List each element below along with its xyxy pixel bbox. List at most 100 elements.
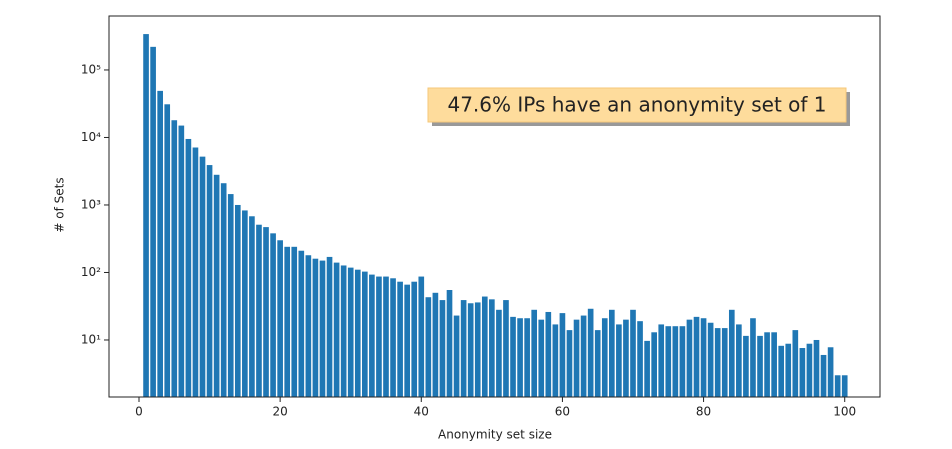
bar (545, 311, 552, 397)
bar (496, 309, 502, 397)
plot-frame (108, 15, 881, 398)
bar (552, 324, 559, 397)
bar (764, 332, 770, 397)
bar (277, 240, 283, 397)
bar (538, 319, 545, 397)
bar (580, 315, 587, 397)
bar (150, 46, 156, 397)
x-tick-label: 80 (696, 405, 711, 419)
bar (291, 246, 298, 397)
bar (446, 290, 453, 397)
bar (524, 318, 530, 397)
y-axis-label: # of Sets (53, 177, 67, 232)
bar (256, 224, 262, 397)
bar (157, 90, 163, 398)
bar (432, 292, 439, 397)
bar (418, 276, 425, 397)
bar (213, 174, 220, 397)
y-tick-label: 10¹ (81, 332, 101, 346)
bar (319, 260, 326, 397)
bar (707, 322, 714, 397)
bar (559, 313, 566, 397)
bar (630, 309, 636, 397)
bar (686, 319, 693, 397)
bar (390, 278, 396, 397)
x-axis-label: Anonymity set size (438, 428, 552, 442)
bar (192, 147, 199, 397)
bar (834, 375, 841, 397)
bar (164, 104, 171, 397)
bar (263, 227, 269, 397)
bar (743, 335, 749, 397)
bar (813, 339, 820, 397)
bar (503, 300, 509, 397)
bar (573, 319, 580, 397)
y-tick-label: 10⁵ (81, 62, 101, 76)
bar (587, 308, 594, 397)
bar (404, 284, 410, 397)
bar (665, 326, 672, 397)
bar (778, 345, 785, 397)
bar (362, 271, 368, 397)
bar (220, 183, 227, 397)
bar (474, 302, 481, 397)
bar (453, 315, 460, 397)
bar (827, 347, 834, 397)
bar (383, 276, 389, 397)
bar (312, 258, 319, 397)
bar (439, 300, 446, 397)
bar (771, 332, 777, 397)
bar (658, 324, 665, 397)
y-tick-label: 10³ (81, 197, 101, 211)
bar (785, 343, 792, 397)
bar (460, 300, 467, 397)
bar (736, 324, 742, 397)
bar (721, 328, 728, 397)
x-tick-label: 0 (135, 405, 143, 419)
annotation: 47.6% IPs have an anonymity set of 1 (447, 93, 826, 117)
x-tick-label: 40 (414, 405, 429, 419)
bar (206, 165, 213, 397)
y-tick-label: 10⁴ (81, 130, 101, 144)
bar (700, 318, 707, 397)
x-tick-label: 60 (555, 405, 570, 419)
bar (354, 269, 361, 397)
y-tick-label: 10² (81, 265, 101, 279)
bar (397, 281, 403, 397)
x-tick-label: 100 (833, 405, 856, 419)
bar (799, 348, 806, 397)
bar (185, 138, 192, 397)
x-tick-label: 20 (272, 405, 287, 419)
bar (714, 328, 721, 397)
bar (672, 326, 679, 397)
bar (326, 256, 333, 397)
bar (679, 326, 686, 397)
bar (601, 318, 608, 397)
bar (411, 281, 418, 397)
bar (728, 309, 735, 397)
bar (305, 255, 312, 397)
bar (806, 343, 813, 397)
bar (637, 321, 643, 397)
bar (376, 276, 382, 397)
bar (693, 316, 700, 397)
bar (531, 309, 538, 397)
bar (270, 233, 276, 397)
bar (242, 210, 248, 397)
bar (369, 274, 375, 397)
bar (333, 262, 340, 397)
bar (425, 297, 432, 397)
bar (644, 340, 650, 397)
bar (298, 250, 305, 397)
bar (841, 375, 848, 397)
bar (757, 335, 763, 397)
bar (143, 34, 149, 398)
bar (651, 332, 657, 397)
bar (566, 330, 573, 397)
bar (517, 318, 523, 397)
bar (227, 194, 234, 397)
bar (347, 267, 354, 397)
bar (481, 296, 488, 397)
annotation-box (427, 87, 847, 123)
